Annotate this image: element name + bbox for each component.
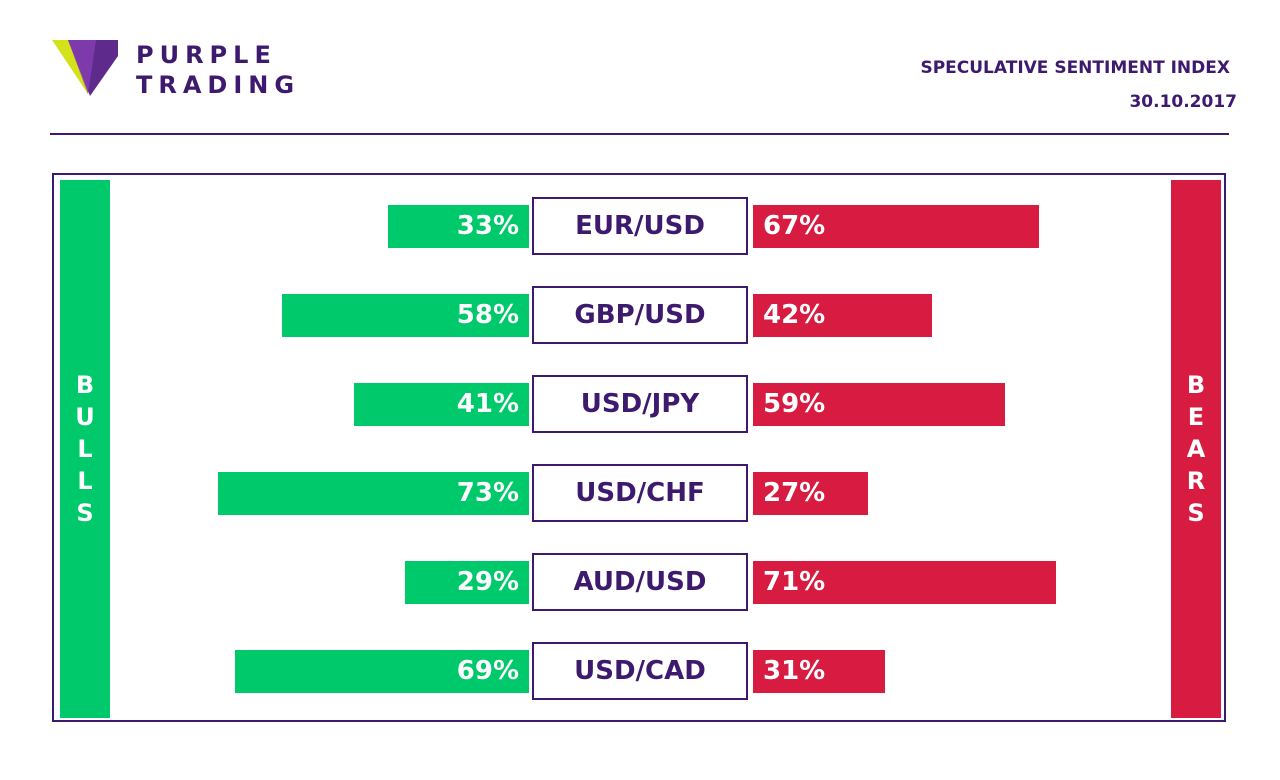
currency-pair-label: EUR/USD — [532, 197, 748, 255]
currency-pair-label: USD/CAD — [532, 642, 748, 700]
bears-bar: 59% — [753, 382, 1005, 426]
bears-bar: 71% — [753, 560, 1056, 604]
bears-value-label: 59% — [763, 389, 826, 419]
bulls-value-label: 69% — [456, 656, 519, 686]
bulls-bar: 41% — [354, 382, 529, 426]
brand-line-2: TRADING — [136, 71, 301, 99]
bulls-bar: 33% — [388, 204, 529, 248]
bears-value-label: 27% — [763, 478, 826, 508]
purple-trading-logo-icon — [52, 40, 118, 96]
bulls-bar: 29% — [405, 560, 529, 604]
chart-title: SPECULATIVE SENTIMENT INDEX — [920, 58, 1230, 78]
currency-pair-label: AUD/USD — [532, 553, 748, 611]
bears-value-label: 42% — [763, 300, 826, 330]
chart-frame — [52, 173, 1226, 722]
bulls-value-label: 29% — [456, 567, 519, 597]
bulls-value-label: 58% — [456, 300, 519, 330]
bears-value-label: 67% — [763, 211, 826, 241]
bulls-value-label: 41% — [456, 389, 519, 419]
bulls-value-label: 33% — [456, 211, 519, 241]
bulls-bar: 58% — [282, 293, 529, 337]
bulls-value-label: 73% — [456, 478, 519, 508]
header-divider — [50, 133, 1229, 135]
bears-bar: 31% — [753, 649, 885, 693]
bears-bar: 27% — [753, 471, 868, 515]
chart-date: 30.10.2017 — [1129, 92, 1237, 112]
brand-name: PURPLE TRADING — [136, 40, 300, 100]
bears-bar: 42% — [753, 293, 932, 337]
bears-value-label: 71% — [763, 567, 826, 597]
currency-pair-label: USD/JPY — [532, 375, 748, 433]
bears-bar: 67% — [753, 204, 1039, 248]
bears-value-label: 31% — [763, 656, 826, 686]
bulls-bar: 69% — [235, 649, 529, 693]
bulls-bar: 73% — [218, 471, 529, 515]
currency-pair-label: USD/CHF — [532, 464, 748, 522]
currency-pair-label: GBP/USD — [532, 286, 748, 344]
brand-line-1: PURPLE — [136, 41, 277, 69]
